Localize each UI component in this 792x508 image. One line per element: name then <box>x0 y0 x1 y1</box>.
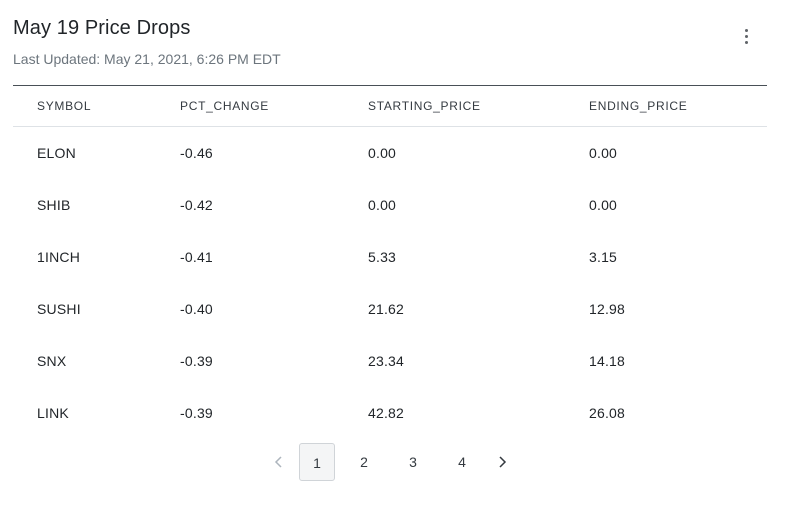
cell-symbol: 1INCH <box>37 249 81 265</box>
table-row: 1INCH -0.41 5.33 3.15 <box>13 231 767 283</box>
cell-starting-price: 0.00 <box>368 197 397 213</box>
cell-ending-price: 0.00 <box>589 197 618 213</box>
column-header-pct-change[interactable]: PCT_CHANGE <box>180 99 270 113</box>
cell-ending-price: 26.08 <box>589 405 626 421</box>
cell-pct-change: -0.46 <box>180 145 213 161</box>
page-1-button[interactable]: 1 <box>299 443 335 481</box>
price-drops-table: SYMBOL PCT_CHANGE STARTING_PRICE ENDING_… <box>13 85 767 439</box>
cell-ending-price: 3.15 <box>589 249 618 265</box>
cell-starting-price: 21.62 <box>368 301 405 317</box>
cell-starting-price: 23.34 <box>368 353 405 369</box>
cell-symbol: SNX <box>37 353 67 369</box>
table-row: LINK -0.39 42.82 26.08 <box>13 387 767 439</box>
cell-ending-price: 12.98 <box>589 301 626 317</box>
cell-pct-change: -0.40 <box>180 301 213 317</box>
column-header-ending-price[interactable]: ENDING_PRICE <box>589 99 688 113</box>
cell-symbol: LINK <box>37 405 69 421</box>
table-row: SNX -0.39 23.34 14.18 <box>13 335 767 387</box>
cell-pct-change: -0.39 <box>180 353 213 369</box>
cell-starting-price: 42.82 <box>368 405 405 421</box>
chevron-left-icon[interactable] <box>264 443 294 481</box>
page-4-button[interactable]: 4 <box>458 454 466 470</box>
column-header-starting-price[interactable]: STARTING_PRICE <box>368 99 481 113</box>
table-header: SYMBOL PCT_CHANGE STARTING_PRICE ENDING_… <box>13 85 767 127</box>
column-header-symbol[interactable]: SYMBOL <box>37 99 92 113</box>
chevron-right-icon[interactable] <box>487 443 517 481</box>
table-row: SHIB -0.42 0.00 0.00 <box>13 179 767 231</box>
cell-symbol: ELON <box>37 145 76 161</box>
cell-ending-price: 14.18 <box>589 353 626 369</box>
cell-starting-price: 5.33 <box>368 249 397 265</box>
cell-pct-change: -0.42 <box>180 197 213 213</box>
cell-ending-price: 0.00 <box>589 145 618 161</box>
cell-pct-change: -0.41 <box>180 249 213 265</box>
table-row: SUSHI -0.40 21.62 12.98 <box>13 283 767 335</box>
table-row: ELON -0.46 0.00 0.00 <box>13 127 767 179</box>
more-vertical-icon[interactable] <box>736 24 756 48</box>
page-2-button[interactable]: 2 <box>360 454 368 470</box>
page-title: May 19 Price Drops <box>13 17 191 39</box>
cell-symbol: SUSHI <box>37 301 81 317</box>
last-updated-text: Last Updated: May 21, 2021, 6:26 PM EDT <box>13 51 281 67</box>
cell-pct-change: -0.39 <box>180 405 213 421</box>
page-3-button[interactable]: 3 <box>409 454 417 470</box>
cell-symbol: SHIB <box>37 197 71 213</box>
cell-starting-price: 0.00 <box>368 145 397 161</box>
